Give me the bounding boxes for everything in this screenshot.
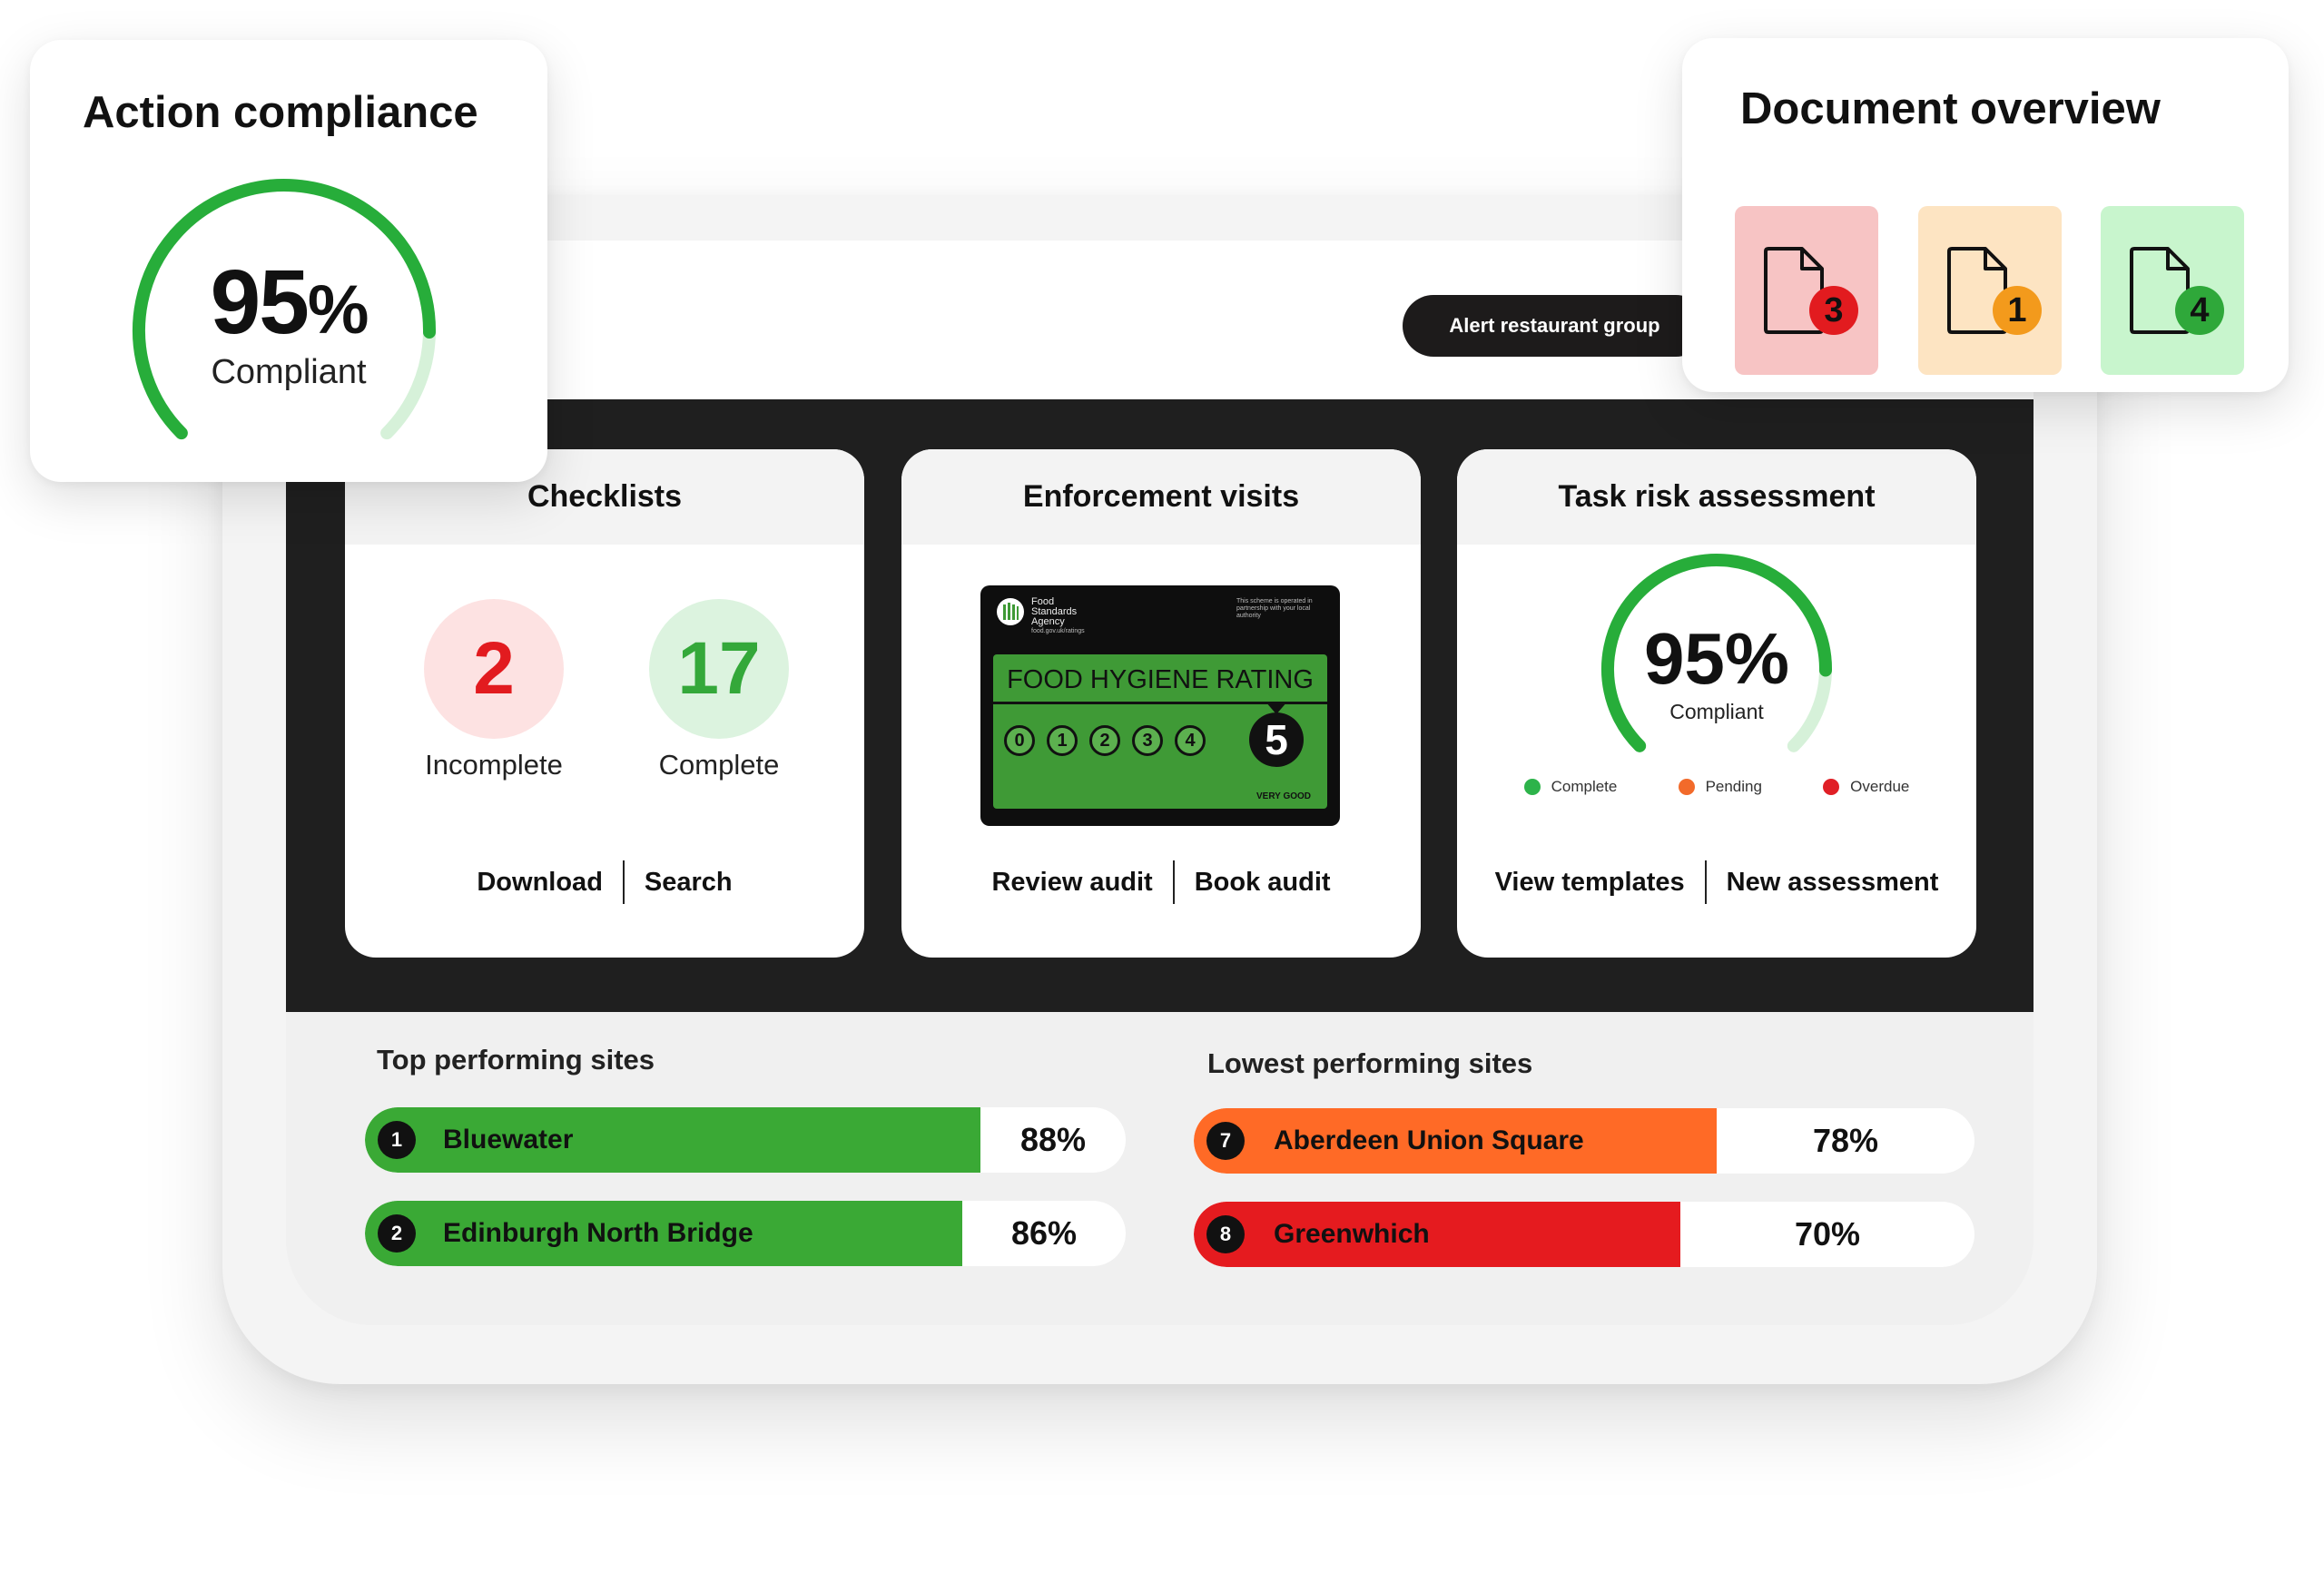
risk-title: Task risk assessment — [1457, 449, 1976, 545]
lowest-sites-title: Lowest performing sites — [1207, 1047, 1533, 1079]
site-rank-badge: 1 — [378, 1121, 416, 1159]
legend-pending: Pending — [1678, 778, 1762, 796]
complete-count[interactable]: 17 — [649, 599, 789, 739]
risk-card: Task risk assessment 95% Compliant Compl… — [1457, 449, 1976, 958]
site-row-bluewater[interactable]: 1 Bluewater 88% — [365, 1107, 1126, 1173]
document-count-badge: 3 — [1809, 286, 1858, 335]
legend-complete-label: Complete — [1551, 778, 1618, 795]
site-percent: 78% — [1812, 1122, 1879, 1159]
action-divider — [1704, 860, 1707, 904]
agency-site: food.gov.uk/ratings — [1031, 628, 1085, 634]
legend-complete: Complete — [1523, 778, 1618, 796]
incomplete-label: Incomplete — [425, 749, 563, 781]
site-percent: 88% — [1019, 1121, 1087, 1158]
checklists-card: Checklists 2 Incomplete 17 Complete Down… — [345, 449, 864, 958]
overdue-dot-icon — [1823, 779, 1840, 795]
pending-dot-icon — [1678, 779, 1695, 795]
enforcement-title: Enforcement visits — [901, 449, 1421, 545]
legend-pending-label: Pending — [1705, 778, 1762, 795]
document-overview-title: Document overview — [1740, 84, 2161, 133]
compliance-gauge — [133, 179, 436, 440]
checklists-actions: Download Search — [345, 860, 864, 905]
site-name: Edinburgh North Bridge — [443, 1218, 753, 1248]
alert-restaurant-group-button[interactable]: Alert restaurant group — [1403, 295, 1707, 357]
scale-4: 4 — [1175, 725, 1206, 756]
compliance-percent-value: 95 — [210, 251, 310, 353]
compliance-label: Compliant — [211, 353, 367, 391]
hygiene-rating-value: 5 — [1249, 712, 1304, 767]
action-divider — [622, 860, 625, 904]
site-score-bar — [1194, 1108, 1717, 1174]
document-count-badge: 1 — [1993, 286, 2042, 335]
document-tile-pending[interactable]: 1 — [1918, 206, 2062, 375]
compliance-percent: 95% — [30, 251, 547, 355]
complete-label: Complete — [658, 749, 780, 781]
enforcement-card: Enforcement visits Food Standards Agency… — [901, 449, 1421, 958]
complete-dot-icon — [1523, 779, 1541, 795]
site-name: Greenwhich — [1274, 1219, 1430, 1249]
site-score-bar — [365, 1107, 980, 1173]
rating-pointer-icon — [1265, 702, 1287, 714]
search-link[interactable]: Search — [644, 867, 733, 897]
action-compliance-title: Action compliance — [83, 88, 478, 137]
risk-percent: 95% — [1643, 618, 1790, 699]
risk-gauge-arc — [1601, 554, 1832, 752]
site-name: Bluewater — [443, 1125, 574, 1154]
risk-legend: Complete Pending Overdue — [1457, 778, 1976, 796]
view-templates-link[interactable]: View templates — [1494, 867, 1685, 897]
new-assessment-link[interactable]: New assessment — [1726, 867, 1939, 897]
legend-overdue: Overdue — [1823, 778, 1909, 796]
site-name: Aberdeen Union Square — [1274, 1125, 1584, 1155]
agency-line-2: Standards — [1031, 606, 1078, 617]
compliance-percent-sign: % — [307, 271, 369, 349]
review-audit-link[interactable]: Review audit — [991, 867, 1153, 897]
scale-1: 1 — [1047, 725, 1078, 756]
agency-line-1: Food — [1031, 596, 1055, 607]
compliance-gauge-arc — [133, 179, 436, 440]
hygiene-rating-panel: FOOD HYGIENE RATING 0 1 2 3 4 5 VERY GOO… — [993, 654, 1327, 809]
scale-2: 2 — [1089, 725, 1120, 756]
fsa-logo-icon — [997, 598, 1024, 625]
document-overview-panel: Document overview 3 1 4 — [1682, 38, 2289, 392]
action-divider — [1172, 860, 1175, 904]
risk-actions: View templates New assessment — [1457, 860, 1976, 905]
site-rank-badge: 7 — [1206, 1122, 1245, 1160]
site-rank-badge: 8 — [1206, 1215, 1245, 1253]
legend-overdue-label: Overdue — [1850, 778, 1910, 795]
fsa-agency-name: Food Standards Agency food.gov.uk/rating… — [1031, 597, 1085, 635]
document-tile-overdue[interactable]: 3 — [1735, 206, 1878, 375]
site-percent: 70% — [1794, 1215, 1861, 1253]
document-tile-complete[interactable]: 4 — [2101, 206, 2244, 375]
document-count-badge: 4 — [2175, 286, 2224, 335]
site-row-aberdeen[interactable]: 7 Aberdeen Union Square 78% — [1194, 1108, 1974, 1174]
site-score-bar — [1194, 1202, 1680, 1267]
risk-gauge — [1601, 553, 1832, 752]
action-compliance-panel: Action compliance 95% Compliant — [30, 40, 547, 482]
hygiene-rating-title: FOOD HYGIENE RATING — [993, 658, 1327, 704]
download-link[interactable]: Download — [477, 867, 603, 897]
enforcement-actions: Review audit Book audit — [901, 860, 1421, 905]
incomplete-count[interactable]: 2 — [424, 599, 564, 739]
site-score-bar — [365, 1201, 962, 1266]
book-audit-link[interactable]: Book audit — [1194, 867, 1331, 897]
hygiene-rating-label: VERY GOOD — [1256, 791, 1311, 801]
site-row-edinburgh[interactable]: 2 Edinburgh North Bridge 86% — [365, 1201, 1126, 1266]
hygiene-scheme-note: This scheme is operated in partnership w… — [1236, 598, 1313, 619]
site-row-greenwhich[interactable]: 8 Greenwhich 70% — [1194, 1202, 1974, 1267]
site-percent: 86% — [1010, 1214, 1078, 1252]
risk-compliant-label: Compliant — [1669, 700, 1764, 723]
hygiene-scale: 0 1 2 3 4 — [1004, 725, 1206, 756]
scale-3: 3 — [1132, 725, 1163, 756]
scale-0: 0 — [1004, 725, 1035, 756]
site-rank-badge: 2 — [378, 1214, 416, 1253]
top-sites-title: Top performing sites — [377, 1044, 655, 1076]
agency-line-3: Agency — [1031, 616, 1065, 627]
food-hygiene-rating-badge[interactable]: Food Standards Agency food.gov.uk/rating… — [980, 585, 1340, 826]
